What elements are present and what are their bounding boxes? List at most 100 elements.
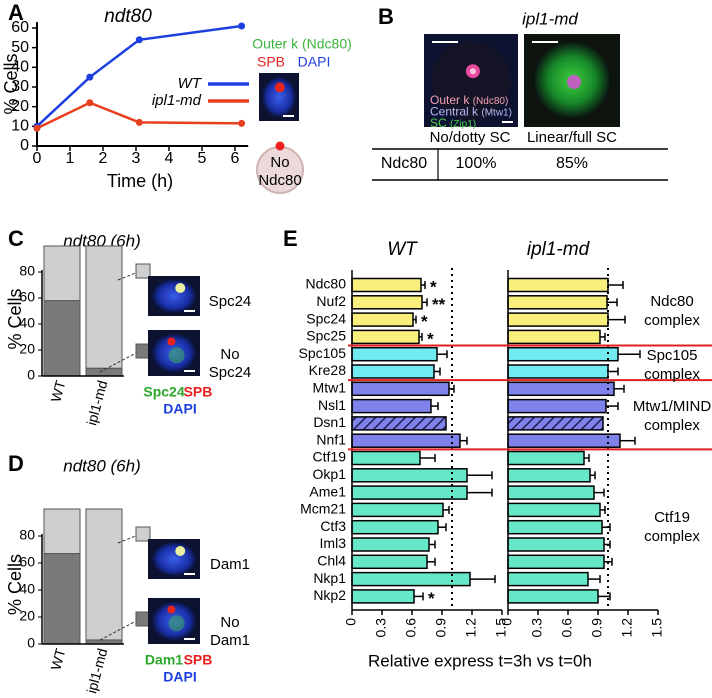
data-point: [238, 22, 246, 30]
x-axis-label: Time (h): [107, 171, 173, 191]
series-line: [36, 101, 242, 130]
category-label: Ctf3: [320, 518, 346, 534]
x-tick-label: 2: [99, 150, 108, 167]
data-point: [135, 118, 143, 126]
error-bar: [470, 575, 496, 584]
bar: [351, 381, 450, 397]
bar: [507, 295, 608, 310]
stain-label: DAPI: [163, 401, 196, 417]
bar: [351, 312, 414, 327]
bar-segment: [43, 245, 81, 302]
data-point: [135, 36, 143, 44]
leader-line: [99, 619, 139, 641]
x-tick-label: 1.2: [463, 618, 479, 638]
legend-swatch: [135, 343, 151, 359]
x-tick-label: 0: [343, 618, 359, 626]
y-tick-label: 60: [11, 19, 29, 36]
bar: [507, 589, 599, 604]
x-tick-label: 0.9: [433, 618, 449, 638]
error-bar: [600, 505, 606, 514]
category-label: Spc105: [299, 345, 347, 361]
x-tick-label: 3: [132, 150, 141, 167]
micrograph-spot: [175, 546, 186, 556]
bar: [507, 571, 589, 587]
bar: [351, 364, 435, 379]
error-bar: [607, 298, 618, 307]
y-tick-label: 60: [19, 289, 35, 305]
image-label-main: Central k: [430, 105, 479, 119]
category-label: Mcm21: [300, 501, 346, 517]
column-header: No/dotty SC: [430, 129, 511, 146]
image-label-sub: (Ndc80): [473, 96, 509, 107]
y-tick-label: 80: [19, 527, 35, 543]
category-label: Kre28: [309, 362, 347, 378]
y-tick-label: 0: [27, 635, 35, 651]
stain-label: SPB: [184, 652, 213, 668]
micrograph-spot: [567, 75, 581, 89]
micrograph-spot: [274, 82, 285, 93]
panel-title: ipl1-md: [522, 9, 578, 28]
bar: [351, 554, 428, 570]
y-axis-label: % Cells: [5, 288, 25, 349]
category-label: Mtw1: [313, 380, 347, 396]
bar: [507, 346, 619, 362]
y-tick-label: 0: [27, 367, 35, 383]
bar: [351, 416, 447, 431]
bar-segment: [85, 245, 123, 369]
data-point: [238, 119, 246, 127]
panel-label: A: [8, 0, 24, 25]
error-bar: [467, 471, 493, 480]
y-tick-label: 30: [11, 78, 29, 95]
micrograph-spot: [175, 283, 186, 293]
stain-label: Outer k (Ndc80): [252, 36, 352, 52]
bar-segment: [43, 300, 81, 377]
column-header: Linear/full SC: [527, 129, 617, 146]
panel-label: B: [378, 4, 394, 29]
x-tick-label: ipl1-md: [83, 647, 110, 695]
error-bar: [614, 384, 625, 393]
legend-swatch: [135, 263, 151, 279]
error-bar: [608, 315, 626, 324]
category-label: Nuf2: [316, 293, 346, 309]
error-bar: [429, 540, 436, 549]
x-tick-label: 0.9: [589, 618, 605, 638]
category-label: Spc25: [306, 328, 346, 344]
chart-title: ipl1-md: [527, 239, 591, 260]
bar: [351, 485, 468, 500]
bar: [507, 554, 605, 570]
y-tick-label: 0: [20, 137, 29, 154]
panel-label: D: [8, 451, 24, 476]
category-label: Iml3: [320, 535, 347, 551]
y-tick-label: 60: [19, 554, 35, 570]
error-bar: [419, 332, 423, 341]
bar-segment: [43, 553, 81, 645]
error-bar: [427, 557, 436, 566]
error-bar: [414, 592, 424, 601]
bar: [507, 485, 595, 500]
image-label: SC (Zip1): [430, 116, 476, 130]
error-bar: [608, 367, 619, 376]
stain-label: DAPI: [298, 54, 331, 70]
error-bar: [421, 281, 426, 289]
stain-label: Dam1: [145, 652, 183, 668]
error-bar: [598, 592, 611, 601]
category-label: Ndc80: [306, 276, 347, 292]
significance-label: **: [432, 295, 446, 314]
bar: [351, 537, 430, 552]
leader-line: [117, 271, 139, 281]
bar: [351, 346, 438, 362]
x-tick-label: 1.2: [619, 618, 635, 638]
bar: [507, 519, 603, 535]
bar: [507, 277, 609, 293]
legend-label: No Dam1: [209, 614, 250, 649]
significance-label: *: [427, 329, 434, 348]
y-tick-label: 20: [19, 608, 35, 624]
category-label: Dsn1: [313, 414, 346, 430]
x-tick-label: 1.5: [493, 618, 509, 638]
bar: [507, 502, 601, 518]
y-tick-label: 40: [19, 581, 35, 597]
micrograph-spot: [168, 347, 185, 364]
x-tick-label: 1: [66, 150, 75, 167]
category-label: Nkp1: [313, 570, 346, 586]
